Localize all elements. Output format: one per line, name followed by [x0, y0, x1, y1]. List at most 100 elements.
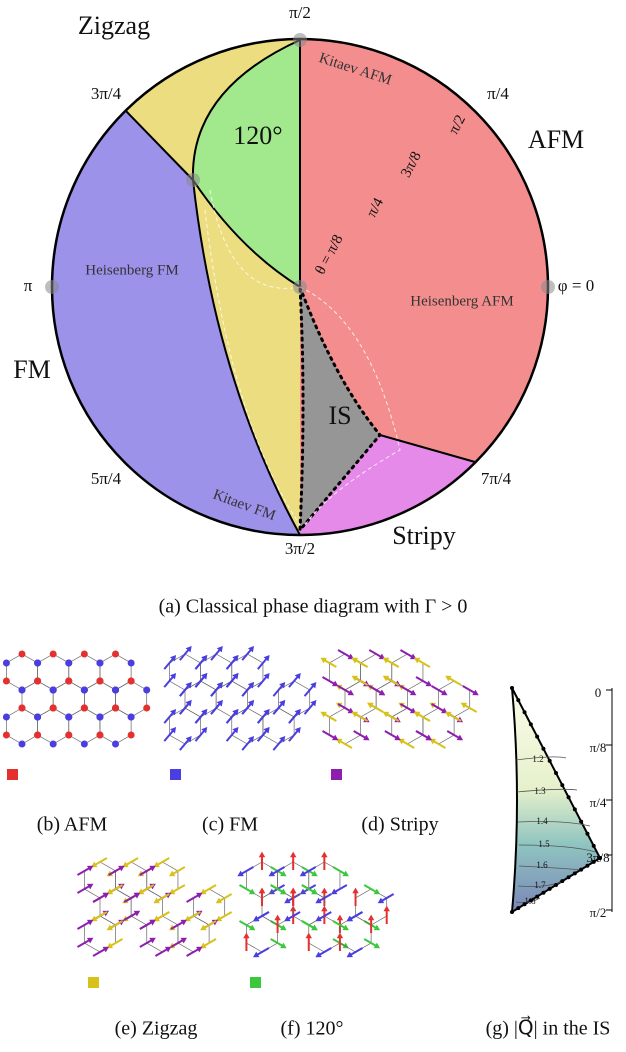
dot — [598, 856, 602, 860]
spin-head — [352, 888, 358, 894]
legend-square — [331, 769, 342, 780]
angle-label: 7π/4 — [481, 469, 512, 488]
dot — [585, 832, 589, 836]
hex — [6, 654, 37, 690]
spin — [3, 732, 10, 739]
axis-tick-label: π/2 — [590, 905, 607, 920]
spin — [81, 687, 88, 694]
dot — [548, 887, 552, 891]
region-label: Heisenberg AFM — [410, 293, 513, 309]
caption: (e) Zigzag — [115, 1018, 198, 1040]
spin-head — [290, 852, 296, 858]
spin — [65, 714, 72, 721]
spin — [50, 705, 57, 712]
spin-head — [337, 933, 343, 939]
phase-label: AFM — [528, 125, 584, 154]
axis-tick-label: π/8 — [590, 740, 607, 755]
dot — [529, 722, 533, 726]
contour-label: 1.2 — [532, 754, 543, 764]
contour-label: 1.7 — [534, 880, 546, 890]
spin-head — [306, 933, 312, 939]
figure: π/2 π/4 φ = 0 7π/4 3π/2 5π/4 π 3π/4 Zigz… — [0, 0, 626, 1052]
dot — [567, 795, 571, 799]
dot — [592, 844, 596, 848]
spin — [34, 678, 41, 685]
angle-label: 3π/2 — [285, 539, 315, 558]
hex — [116, 681, 147, 717]
spin-head — [368, 915, 374, 921]
dot — [541, 891, 545, 895]
spin — [128, 714, 135, 721]
spin-head — [337, 915, 343, 921]
spin — [19, 687, 26, 694]
hex — [84, 681, 115, 717]
phase-label: FM — [13, 355, 51, 384]
dot — [573, 807, 577, 811]
spin-head — [321, 852, 327, 858]
spin — [3, 678, 10, 685]
spin — [3, 714, 10, 721]
spin — [50, 651, 57, 658]
dot — [535, 895, 539, 899]
spin — [112, 687, 119, 694]
spin — [34, 732, 41, 739]
spin-head — [290, 888, 296, 894]
dot — [523, 710, 527, 714]
spin — [96, 678, 103, 685]
spin — [34, 714, 41, 721]
spin-head — [243, 933, 249, 939]
axis-tick-label: π/4 — [590, 795, 607, 810]
hex — [22, 681, 53, 717]
spin — [34, 660, 41, 667]
spin — [112, 705, 119, 712]
axis-tick-label: 0 — [595, 685, 602, 700]
hex — [6, 708, 37, 744]
angle-label: φ = 0 — [558, 276, 594, 295]
legend-square — [170, 769, 181, 780]
caption: (a) Classical phase diagram with Γ > 0 — [159, 596, 468, 618]
spin — [3, 660, 10, 667]
spin — [50, 687, 57, 694]
caption: (c) FM — [202, 814, 258, 836]
hex — [69, 654, 100, 690]
phase-label: 120° — [233, 121, 282, 150]
dot — [579, 868, 583, 872]
dot — [529, 898, 533, 902]
dot — [573, 871, 577, 875]
region-label: Heisenberg FM — [85, 262, 178, 278]
caption: (b) AFM — [37, 814, 108, 836]
spin-head — [259, 888, 265, 894]
spin — [65, 732, 72, 739]
spin — [96, 732, 103, 739]
contour-label: 1.5 — [538, 839, 550, 849]
angle-label: π/4 — [487, 84, 509, 103]
angle-label: 3π/4 — [91, 84, 122, 103]
spin — [50, 741, 57, 748]
dot — [510, 910, 514, 914]
contour-label: 1.4 — [536, 816, 548, 826]
spin — [19, 651, 26, 658]
spin — [19, 705, 26, 712]
spin — [112, 741, 119, 748]
dot — [548, 759, 552, 763]
caption: (d) Stripy — [361, 814, 438, 836]
phase-label: Zigzag — [78, 11, 150, 40]
hex — [38, 708, 69, 744]
angle-label: π/2 — [289, 3, 311, 22]
dot — [535, 735, 539, 739]
spin — [81, 705, 88, 712]
spin — [81, 741, 88, 748]
dot — [554, 771, 558, 775]
spin-head — [321, 906, 327, 912]
spin-head — [321, 888, 327, 894]
axis-tick-label: 3π/8 — [586, 850, 609, 865]
dot — [585, 864, 589, 868]
hex — [100, 708, 131, 744]
hex — [100, 654, 131, 690]
phase-label: IS — [328, 401, 351, 430]
dot — [560, 879, 564, 883]
spin — [128, 678, 135, 685]
dot — [592, 860, 596, 864]
dot — [516, 698, 520, 702]
spin — [128, 660, 135, 667]
